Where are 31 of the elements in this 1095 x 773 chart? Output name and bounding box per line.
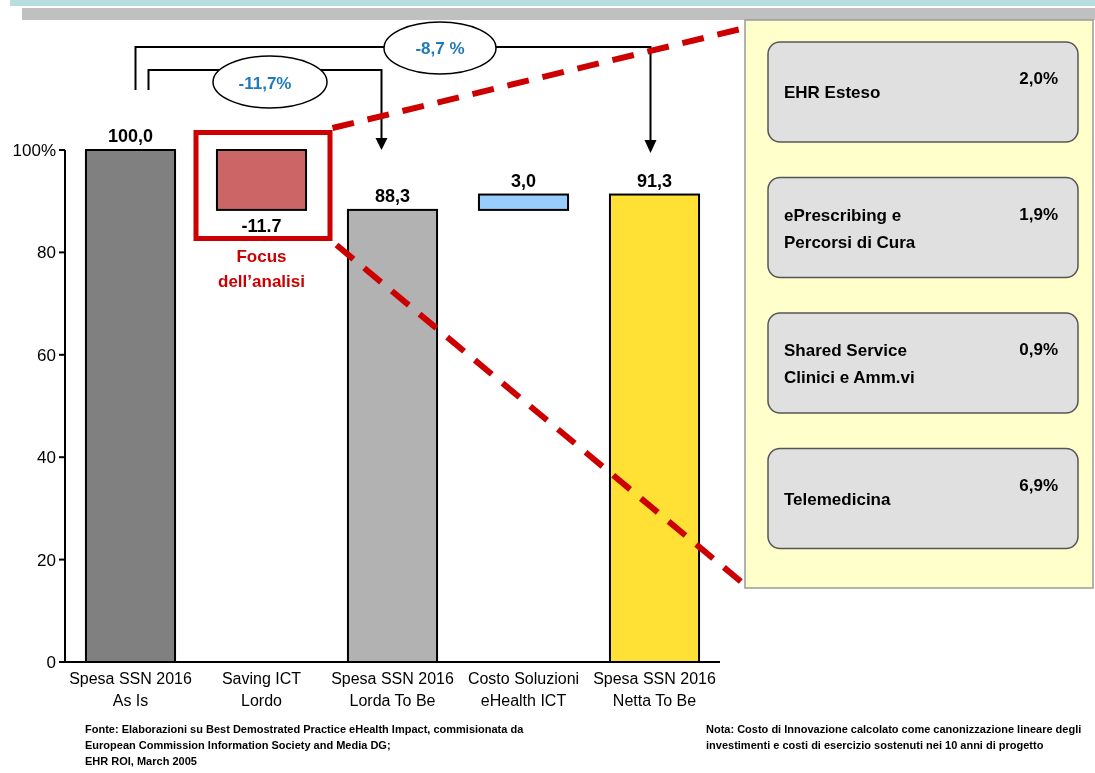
text: -11,7% — [238, 73, 292, 93]
x-tick-label: Spesa SSN 2016 Netta To Be — [593, 670, 716, 709]
y-tick-label: 0 — [46, 652, 56, 672]
text: 2,0% — [1019, 69, 1058, 88]
data-label: 88,3 — [374, 185, 411, 206]
y-tick-label: 40 — [37, 448, 56, 468]
x-tick-label: Spesa SSN 2016 As Is — [69, 670, 192, 709]
bar — [477, 193, 570, 211]
y-tick-label: 100% — [12, 140, 56, 160]
y-tick-label: 20 — [37, 550, 56, 570]
category-label: Shared Service Clinici e Amm.vi — [784, 341, 915, 387]
text: 6,9% — [1019, 475, 1058, 495]
x-tick-label: Saving ICT Lordo — [221, 670, 302, 709]
bar — [215, 149, 308, 211]
data-label: 100,0 — [107, 126, 154, 146]
category-label: Telemedicina — [784, 489, 891, 509]
text: 0,9% — [1019, 340, 1058, 359]
text: 1,9% — [1019, 204, 1058, 224]
x-tick-label: Costo Soluzioni eHealth ICT — [467, 670, 580, 709]
annotation: Focus dell’analisi — [218, 247, 305, 291]
text: -8,7 % — [415, 38, 465, 58]
y-tick-label: 80 — [37, 243, 56, 263]
x-tick-label: Spesa SSN 2016 Lorda To Be — [331, 670, 454, 709]
source-note: Fonte: Elaborazioni su Best Demostrated Practice eHealth Impact, commisionata da European Commission Information Society and Media DG; EHR ROI, March 2005 — [85, 723, 525, 767]
data-label: 3,0 — [510, 170, 537, 191]
category-label: ePrescribing e Percorsi di Cura — [784, 205, 916, 252]
text: Nota: Costo di Innovazione calcolato come canonizzazione lineare degli investimenti e costi di esercizio sostenuti nei 10 anni di progetto — [706, 723, 1082, 751]
category-label: EHR Esteso — [784, 83, 881, 102]
data-label: 91,3 — [636, 170, 673, 191]
data-label: -11.7 — [241, 215, 282, 236]
y-tick-label: 60 — [37, 345, 56, 365]
